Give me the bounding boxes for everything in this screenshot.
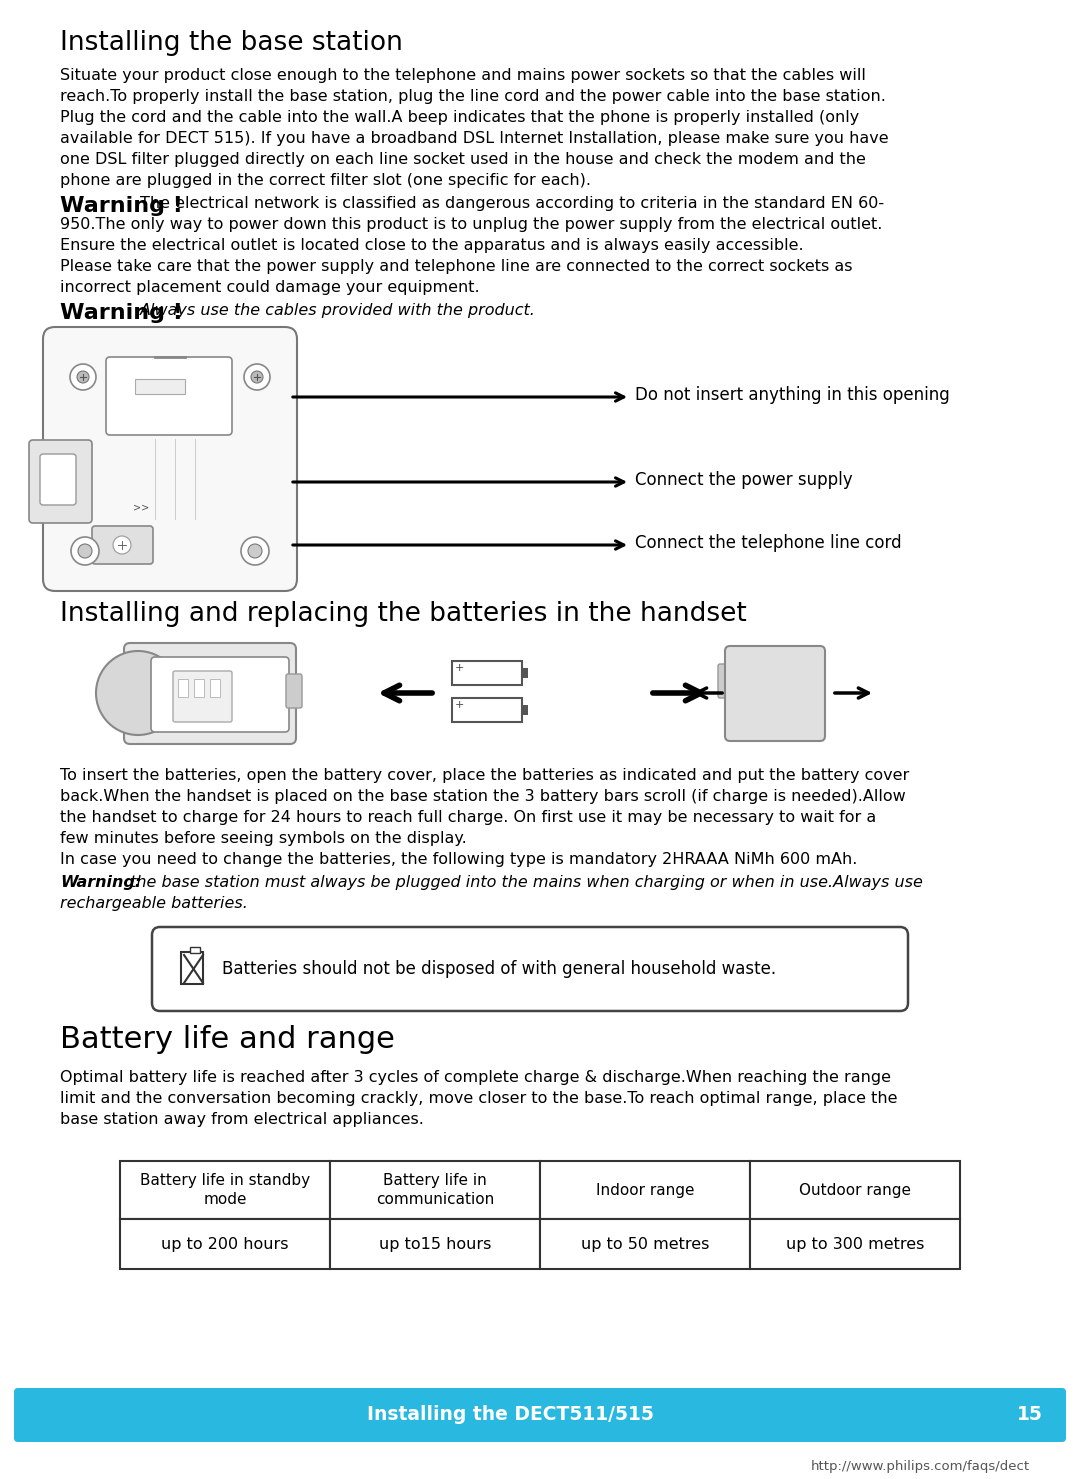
- Bar: [330, 1219, 540, 1269]
- Text: limit and the conversation becoming crackly, move closer to the base.To reach op: limit and the conversation becoming crac…: [60, 1092, 897, 1106]
- FancyBboxPatch shape: [286, 674, 302, 708]
- Text: Warning:: Warning:: [60, 876, 141, 890]
- Bar: [194, 679, 204, 697]
- Bar: [190, 947, 200, 952]
- Text: +: +: [455, 700, 464, 710]
- Bar: [330, 1161, 540, 1219]
- Text: up to15 hours: up to15 hours: [379, 1236, 491, 1251]
- Bar: [178, 679, 188, 697]
- Text: Plug the cord and the cable into the wall.A beep indicates that the phone is pro: Plug the cord and the cable into the wal…: [60, 109, 860, 126]
- Circle shape: [248, 544, 262, 558]
- Text: few minutes before seeing symbols on the display.: few minutes before seeing symbols on the…: [60, 831, 467, 846]
- Bar: [135, 379, 185, 393]
- Bar: [522, 705, 528, 714]
- FancyBboxPatch shape: [92, 527, 153, 563]
- Text: http://www.philips.com/faqs/dect: http://www.philips.com/faqs/dect: [810, 1460, 1029, 1473]
- Text: Installing the DECT511/515: Installing the DECT511/515: [366, 1405, 653, 1424]
- Bar: [540, 1161, 750, 1219]
- Circle shape: [78, 544, 92, 558]
- Text: base station away from electrical appliances.: base station away from electrical applia…: [60, 1112, 423, 1127]
- FancyBboxPatch shape: [14, 1387, 1066, 1442]
- FancyBboxPatch shape: [173, 671, 232, 722]
- Circle shape: [96, 651, 180, 735]
- Text: Outdoor range: Outdoor range: [799, 1183, 912, 1198]
- Text: Do not insert anything in this opening: Do not insert anything in this opening: [635, 386, 949, 404]
- FancyBboxPatch shape: [43, 327, 297, 592]
- Bar: [120, 1161, 330, 1219]
- Text: +: +: [455, 663, 464, 673]
- Text: Warning !: Warning !: [60, 303, 183, 322]
- Text: the handset to charge for 24 hours to reach full charge. On first use it may be : the handset to charge for 24 hours to re…: [60, 810, 876, 825]
- Bar: [453, 698, 522, 722]
- Circle shape: [241, 537, 269, 565]
- Bar: [750, 1219, 960, 1269]
- Text: incorrect placement could damage your equipment.: incorrect placement could damage your eq…: [60, 280, 480, 294]
- Text: reach.To properly install the base station, plug the line cord and the power cab: reach.To properly install the base stati…: [60, 89, 886, 104]
- Bar: [210, 679, 220, 697]
- FancyBboxPatch shape: [124, 643, 296, 744]
- Circle shape: [70, 364, 96, 390]
- Text: Battery life in
communication: Battery life in communication: [376, 1173, 495, 1207]
- Text: Please take care that the power supply and telephone line are connected to the c: Please take care that the power supply a…: [60, 259, 852, 274]
- Text: Installing the base station: Installing the base station: [60, 30, 403, 56]
- Text: Installing and replacing the batteries in the handset: Installing and replacing the batteries i…: [60, 600, 746, 627]
- Text: up to 300 metres: up to 300 metres: [786, 1236, 924, 1251]
- Text: up to 50 metres: up to 50 metres: [581, 1236, 710, 1251]
- Bar: [540, 1219, 750, 1269]
- Text: 15: 15: [1017, 1405, 1043, 1424]
- FancyBboxPatch shape: [725, 646, 825, 741]
- Bar: [453, 661, 522, 685]
- Text: Batteries should not be disposed of with general household waste.: Batteries should not be disposed of with…: [222, 960, 777, 978]
- Text: Situate your product close enough to the telephone and mains power sockets so th: Situate your product close enough to the…: [60, 68, 866, 83]
- Bar: [522, 669, 528, 677]
- Text: one DSL filter plugged directly on each line socket used in the house and check : one DSL filter plugged directly on each …: [60, 152, 866, 167]
- Text: Always use the cables provided with the product.: Always use the cables provided with the …: [140, 303, 536, 318]
- FancyBboxPatch shape: [152, 927, 908, 1012]
- Text: Battery life and range: Battery life and range: [60, 1025, 395, 1055]
- FancyBboxPatch shape: [718, 664, 735, 698]
- Text: Battery life in standby
mode: Battery life in standby mode: [140, 1173, 310, 1207]
- Text: Warning !: Warning !: [60, 197, 183, 216]
- Text: back.When the handset is placed on the base station the 3 battery bars scroll (i: back.When the handset is placed on the b…: [60, 788, 906, 805]
- Text: available for DECT 515). If you have a broadband DSL Internet Installation, plea: available for DECT 515). If you have a b…: [60, 132, 889, 146]
- FancyBboxPatch shape: [181, 952, 203, 984]
- FancyBboxPatch shape: [29, 439, 92, 524]
- Text: The electrical network is classified as dangerous according to criteria in the s: The electrical network is classified as …: [140, 197, 885, 211]
- Text: In case you need to change the batteries, the following type is mandatory 2HRAAA: In case you need to change the batteries…: [60, 852, 858, 867]
- Text: the base station must always be plugged into the mains when charging or when in : the base station must always be plugged …: [125, 876, 923, 890]
- Text: To insert the batteries, open the battery cover, place the batteries as indicate: To insert the batteries, open the batter…: [60, 768, 909, 782]
- Circle shape: [251, 371, 264, 383]
- Circle shape: [113, 535, 131, 555]
- Text: Indoor range: Indoor range: [596, 1183, 694, 1198]
- FancyBboxPatch shape: [106, 356, 232, 435]
- FancyBboxPatch shape: [40, 454, 76, 504]
- Text: Optimal battery life is reached after 3 cycles of complete charge & discharge.Wh: Optimal battery life is reached after 3 …: [60, 1069, 891, 1086]
- Text: Ensure the electrical outlet is located close to the apparatus and is always eas: Ensure the electrical outlet is located …: [60, 238, 804, 253]
- Text: Connect the power supply: Connect the power supply: [635, 470, 852, 490]
- Bar: [120, 1219, 330, 1269]
- Circle shape: [77, 371, 89, 383]
- Text: 950.The only way to power down this product is to unplug the power supply from t: 950.The only way to power down this prod…: [60, 217, 882, 232]
- Text: phone are plugged in the correct filter slot (one specific for each).: phone are plugged in the correct filter …: [60, 173, 591, 188]
- Text: >>: >>: [133, 501, 149, 512]
- Circle shape: [71, 537, 99, 565]
- Text: up to 200 hours: up to 200 hours: [161, 1236, 288, 1251]
- Text: rechargeable batteries.: rechargeable batteries.: [60, 896, 248, 911]
- FancyBboxPatch shape: [151, 657, 289, 732]
- Bar: [18, 1392, 1062, 1438]
- Circle shape: [244, 364, 270, 390]
- Bar: [750, 1161, 960, 1219]
- Text: Connect the telephone line cord: Connect the telephone line cord: [635, 534, 902, 552]
